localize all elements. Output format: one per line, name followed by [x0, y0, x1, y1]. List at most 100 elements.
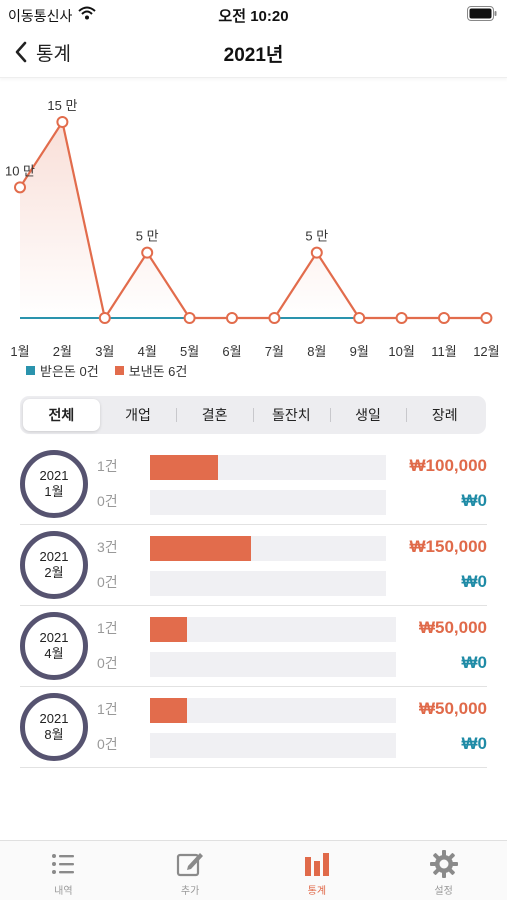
sent-series-line	[19, 119, 487, 321]
data-point	[268, 312, 281, 324]
legend-swatch-received	[26, 365, 35, 375]
status-bar: 이동통신사 오전 10:20	[0, 0, 507, 28]
sent-amount: ₩100,000	[409, 456, 488, 475]
legend-label-received: 받은돈 0건	[40, 363, 99, 379]
tab-add-label: 추가	[180, 886, 200, 897]
category-segmented-control: 전체 개업 결혼 돌잔치 생일 장례	[20, 396, 486, 434]
x-tick-label: 7월	[265, 344, 284, 359]
data-point	[183, 312, 196, 324]
data-point	[438, 312, 450, 324]
month-badge-month: 2월	[44, 565, 64, 580]
received-amount: ₩0	[461, 653, 488, 672]
segment-all[interactable]: 전체	[23, 399, 100, 431]
x-tick-label: 5월	[180, 344, 199, 359]
monthly-summary-list: 2021 1월 1건 ₩100,000 0건 ₩0 2021 2월 3건 ₩15…	[0, 444, 507, 768]
chart-canvas: 10 만 15 만 5 만 5 만 1월 2월 3월 4월 5월 6월 7월 8월 9월 10월 11월 12…	[5, 98, 500, 359]
tab-statistics-label: 통계	[307, 886, 327, 897]
month-badge-month: 1월	[44, 484, 64, 499]
sent-count: 3건	[97, 539, 118, 555]
chevron-left-icon	[15, 41, 27, 63]
month-badge: 2021 4월	[20, 612, 88, 680]
sent-bar-fill	[150, 617, 187, 642]
sent-bar-track	[150, 455, 386, 480]
segment-first-birthday[interactable]: 돌잔치	[253, 399, 330, 431]
tab-add[interactable]: 추가	[127, 841, 254, 900]
x-tick-label: 8월	[307, 344, 326, 359]
data-point	[14, 181, 26, 194]
tab-settings[interactable]: 설정	[380, 841, 507, 900]
month-badge: 2021 1월	[20, 450, 88, 518]
gear-icon	[429, 850, 458, 878]
x-tick-label: 10월	[388, 344, 414, 359]
x-tick-label: 1월	[10, 344, 29, 359]
data-point	[395, 312, 408, 324]
data-label: 15 만	[47, 98, 77, 113]
edit-icon	[177, 853, 204, 877]
data-point	[480, 312, 493, 324]
tab-settings-label: 설정	[434, 886, 453, 897]
data-label: 10 만	[5, 163, 35, 178]
tab-history-label: 내역	[54, 886, 73, 897]
chart-legend: 받은돈 0건 보낸돈 6건	[26, 361, 203, 380]
legend-item-sent: 보낸돈 6건	[114, 361, 188, 380]
sent-bar-track	[150, 617, 396, 642]
sent-count: 1건	[97, 620, 118, 636]
data-label: 5 만	[305, 229, 328, 244]
month-badge-year: 2021	[39, 711, 69, 726]
received-count: 0건	[97, 574, 118, 590]
received-count: 0건	[97, 736, 118, 752]
x-tick-label: 3월	[95, 344, 114, 359]
back-button[interactable]: 통계	[14, 38, 71, 66]
legend-item-received: 받은돈 0건	[26, 361, 99, 380]
segment-funeral[interactable]: 장례	[406, 399, 483, 431]
month-badge: 2021 2월	[20, 531, 88, 599]
month-badge-month: 4월	[44, 646, 64, 661]
sent-count: 1건	[97, 701, 118, 717]
data-point	[141, 246, 154, 259]
sent-amount: ₩50,000	[418, 618, 487, 637]
data-point	[98, 312, 111, 324]
sent-bar-track	[150, 698, 396, 723]
yearly-line-chart: 10 만 15 만 5 만 5 만 1월 2월 3월 4월 5월 6월 7월 8월 9월 10월 11월 12…	[0, 80, 507, 380]
sent-count: 1건	[97, 458, 118, 474]
sent-amount: ₩150,000	[409, 537, 488, 556]
sent-amount: ₩50,000	[418, 699, 487, 718]
received-amount: ₩0	[461, 734, 488, 753]
data-point	[56, 116, 69, 128]
segment-wedding[interactable]: 결혼	[176, 399, 253, 431]
month-row[interactable]: 2021 1월 1건 ₩100,000 0건 ₩0	[20, 444, 487, 525]
received-bar-track	[150, 733, 396, 758]
month-row[interactable]: 2021 2월 3건 ₩150,000 0건 ₩0	[20, 525, 487, 606]
segment-opening[interactable]: 개업	[125, 407, 151, 423]
sent-bar-fill	[150, 536, 252, 561]
received-count: 0건	[97, 493, 118, 509]
month-badge: 2021 8월	[20, 693, 88, 761]
month-row[interactable]: 2021 4월 1건 ₩50,000 0건 ₩0	[20, 606, 487, 687]
list-icon	[52, 854, 75, 874]
received-count: 0건	[97, 655, 118, 671]
sent-bar-fill	[150, 698, 187, 723]
received-amount: ₩0	[461, 572, 488, 591]
x-tick-label: 4월	[138, 344, 157, 359]
wifi-icon	[78, 6, 96, 20]
data-label: 5 만	[136, 229, 159, 244]
received-bar-track	[150, 571, 386, 596]
month-row[interactable]: 2021 8월 1건 ₩50,000 0건 ₩0	[20, 687, 487, 768]
segment-birthday[interactable]: 생일	[329, 399, 407, 431]
x-tick-label: 2월	[53, 344, 72, 359]
page-title: 2021년	[223, 45, 284, 66]
received-amount: ₩0	[461, 491, 488, 510]
x-tick-label: 12월	[473, 344, 499, 359]
received-bar-track	[150, 652, 396, 677]
tab-statistics[interactable]: 통계	[254, 841, 381, 900]
sent-bar-fill	[150, 455, 219, 480]
month-badge-year: 2021	[39, 549, 69, 564]
data-point	[310, 246, 323, 259]
month-badge-year: 2021	[39, 468, 69, 483]
tab-bar: 내역 추가 통계	[0, 840, 507, 900]
x-tick-label: 9월	[350, 344, 369, 359]
received-bar-track	[150, 490, 386, 515]
legend-label-sent: 보낸돈 6건	[128, 363, 188, 379]
data-point	[226, 312, 238, 324]
tab-history[interactable]: 내역	[0, 841, 127, 900]
